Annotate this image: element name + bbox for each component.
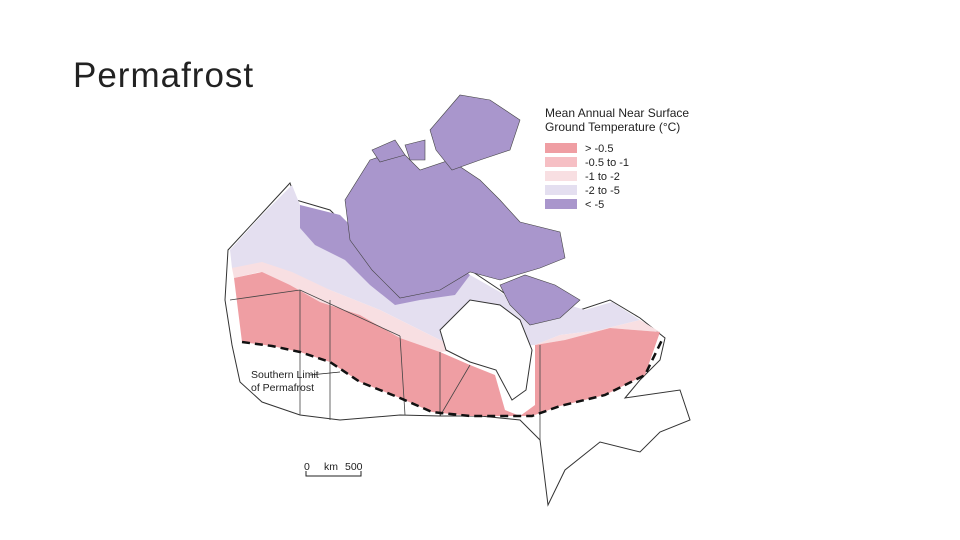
legend-title: Mean Annual Near Surface <box>545 106 689 120</box>
slide-title: Permafrost <box>73 56 255 95</box>
scale-line <box>305 471 362 477</box>
southern-limit-line <box>241 339 664 418</box>
annotation: of Permafrost <box>251 382 314 394</box>
hudson-bay <box>439 299 533 401</box>
zone-minus1-to-minus2 <box>232 262 660 352</box>
legend-swatch <box>545 143 577 153</box>
legend-swatch <box>545 185 577 195</box>
legend-label: -0.5 to -1 <box>585 157 629 169</box>
annotation-pointer <box>309 371 341 376</box>
legend-swatch <box>545 199 577 209</box>
legend-title: Ground Temperature (°C) <box>545 120 680 134</box>
legend-swatch <box>545 171 577 181</box>
scale-end: 500 <box>345 461 363 473</box>
legend-label: -1 to -2 <box>585 171 620 183</box>
legend-label: -2 to -5 <box>585 185 620 197</box>
legend-swatch <box>545 157 577 167</box>
zone-above-minus0-5 <box>234 272 660 416</box>
legend-label: > -0.5 <box>585 143 613 155</box>
scale-bar: 0 km 500 <box>304 461 363 477</box>
legend: Mean Annual Near Surface Ground Temperat… <box>545 106 689 211</box>
annotation: Southern Limit <box>251 369 319 381</box>
scale-unit: km <box>324 461 338 473</box>
scale-start: 0 <box>304 461 310 473</box>
arctic-islands <box>344 94 581 326</box>
legend-label: < -5 <box>585 199 604 211</box>
